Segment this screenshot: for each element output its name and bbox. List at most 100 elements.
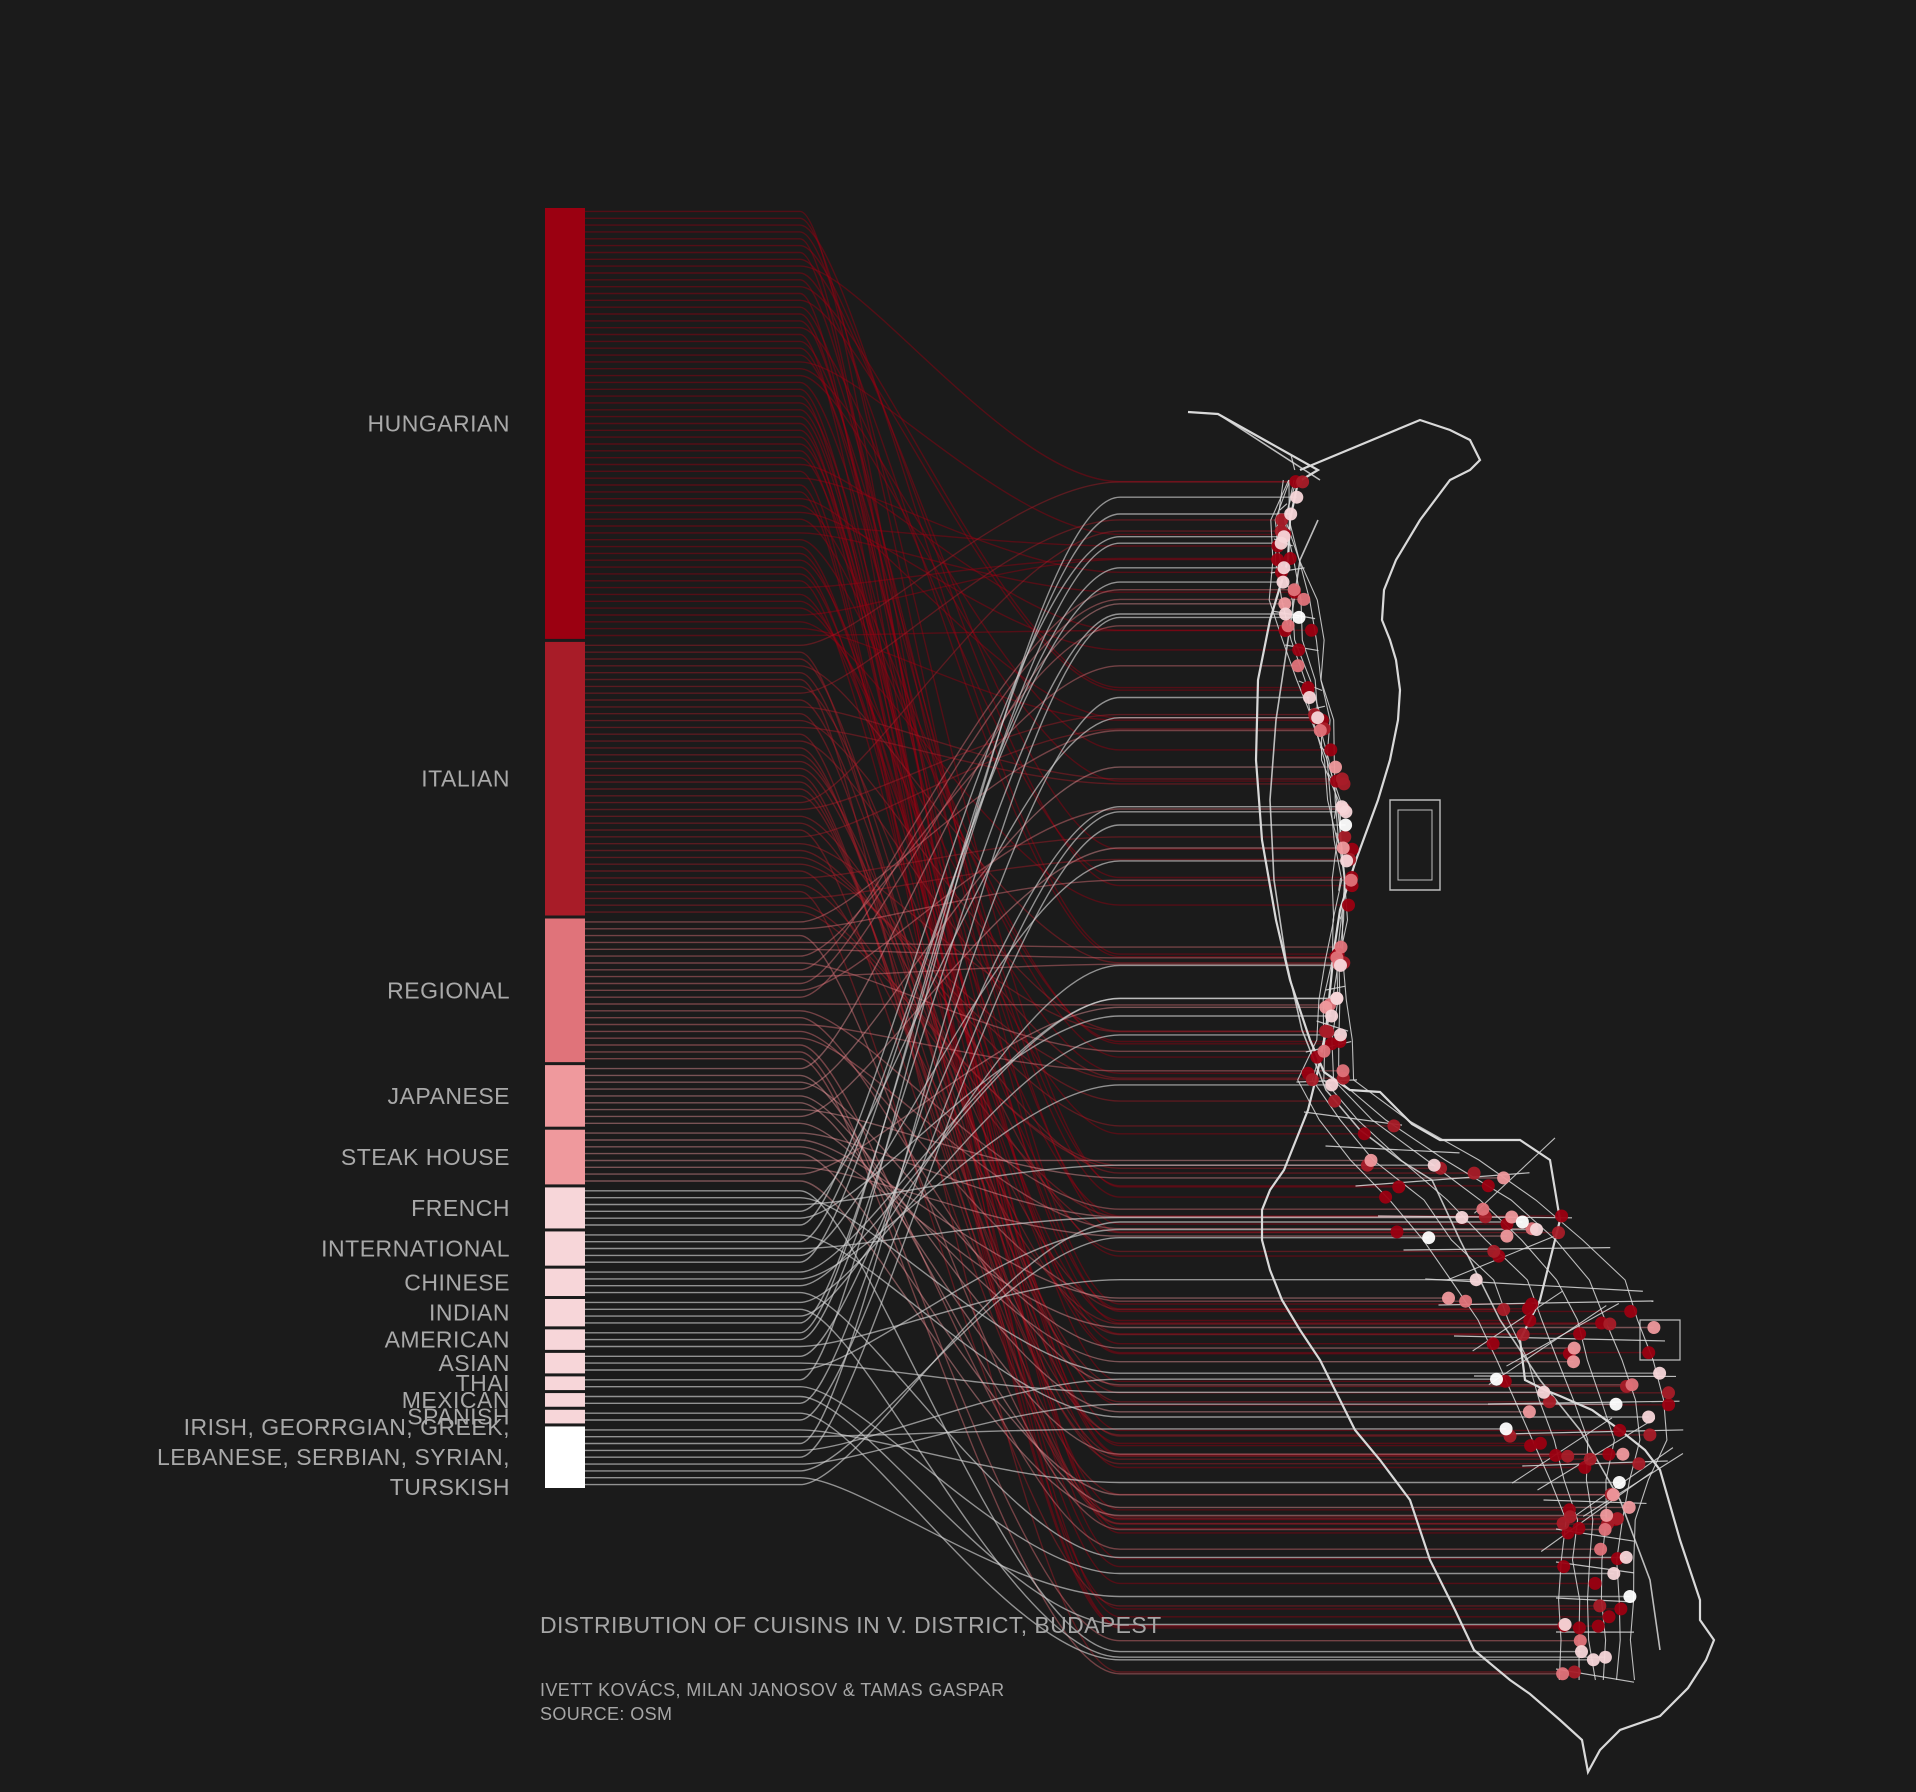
restaurant-dot	[1556, 1667, 1570, 1681]
category-label-4: STEAK HOUSE	[341, 1144, 510, 1170]
flow-line-126	[585, 1081, 1575, 1349]
flow-line-120	[585, 1037, 1532, 1230]
restaurant-dot	[1600, 1508, 1614, 1522]
bar-7	[545, 1268, 585, 1297]
restaurant-dot	[1567, 1355, 1580, 1369]
restaurant-dot	[1642, 1346, 1656, 1360]
flow-line-82	[585, 774, 1571, 1518]
restaurant-dot	[1662, 1398, 1676, 1412]
flow-line-9	[585, 272, 1336, 958]
restaurant-dot	[1499, 1422, 1513, 1436]
restaurant-dot	[1642, 1410, 1656, 1424]
category-label-3: JAPANESE	[388, 1083, 510, 1109]
flow-line-167	[585, 1386, 1614, 1575]
restaurant-dot	[1602, 1610, 1616, 1624]
restaurant-dot	[1588, 1576, 1602, 1590]
chart-credit: IVETT KOVÁCS, MILAN JANOSOV & TAMAS GASP…	[540, 1680, 1005, 1700]
flow-line-77	[585, 740, 1344, 1079]
restaurant-dot	[1497, 1171, 1511, 1185]
street-26	[1425, 1278, 1643, 1292]
restaurant-dot	[1623, 1590, 1637, 1603]
district-map	[1187, 410, 1716, 1776]
restaurant-dot	[1549, 1448, 1563, 1462]
flow-line-109	[585, 962, 1324, 1052]
restaurant-dot	[1567, 1341, 1581, 1355]
restaurant-dot	[1276, 575, 1290, 589]
restaurant-dot	[1591, 1619, 1605, 1633]
flow-line-22	[585, 361, 1285, 536]
flow-line-58	[585, 607, 1309, 1074]
category-label-14-2: TURSKISH	[390, 1474, 510, 1500]
flow-line-163	[585, 806, 1342, 1357]
restaurant-dot	[1357, 1127, 1371, 1141]
flow-line-68	[585, 678, 1575, 1673]
flow-line-156	[585, 1034, 1341, 1304]
restaurant-dot	[1486, 1337, 1500, 1351]
restaurant-dot	[1619, 1550, 1633, 1564]
restaurant-dot	[1563, 1510, 1577, 1524]
category-label-12: MEXICAN	[402, 1387, 510, 1413]
chart-title: DISTRIBUTION OF CUISINS IN V. DISTRICT, …	[540, 1612, 1162, 1638]
restaurant-dot	[1500, 1229, 1514, 1243]
flow-line-80	[585, 760, 1504, 1311]
flow-line-44	[585, 511, 1299, 651]
flow-line-66	[585, 665, 1344, 964]
flow-line-73	[585, 713, 1568, 1457]
flow-line-106	[585, 941, 1341, 948]
restaurant-dot	[1523, 1314, 1537, 1327]
restaurant-dot	[1390, 1225, 1404, 1239]
street-58	[1187, 411, 1321, 481]
flow-line-55	[585, 557, 1291, 589]
flow-line-69	[585, 685, 1494, 1253]
restaurant-dot	[1543, 1395, 1556, 1409]
street-54	[1506, 1303, 1620, 1367]
category-label-13: SPANISH	[407, 1404, 510, 1430]
flow-line-11	[585, 286, 1309, 689]
restaurant-dot	[1284, 507, 1298, 521]
flow-line-175	[585, 1378, 1497, 1452]
restaurant-dot	[1598, 1523, 1612, 1536]
restaurant-dot	[1606, 1488, 1620, 1502]
category-label-14-0: IRISH, GEORRGIAN, GREEK,	[184, 1414, 510, 1440]
flow-line-84	[585, 788, 1591, 1460]
flow-line-49	[585, 545, 1570, 1355]
restaurant-dot	[1607, 1567, 1621, 1580]
restaurant-dot	[1342, 898, 1355, 912]
flow-line-29	[585, 409, 1620, 1432]
category-label-0: HUNGARIAN	[367, 410, 510, 436]
flow-line-102	[585, 911, 1368, 1166]
flow-line-28	[585, 402, 1529, 1310]
flow-line-27	[585, 395, 1564, 1568]
restaurant-dot	[1613, 1423, 1627, 1437]
restaurant-dot	[1281, 619, 1295, 633]
restaurant-dot	[1339, 818, 1353, 832]
restaurant-dot	[1427, 1158, 1441, 1172]
restaurant-dot	[1292, 610, 1306, 624]
flow-line-97	[585, 836, 1345, 879]
street-17	[1325, 985, 1346, 991]
restaurant-dot	[1344, 873, 1358, 887]
restaurant-dot	[1392, 1180, 1406, 1194]
flow-line-95	[585, 863, 1313, 1081]
restaurant-dot	[1653, 1366, 1667, 1380]
street-51	[1537, 1418, 1656, 1491]
flow-line-62	[585, 629, 1286, 637]
flow-line-134	[585, 1139, 1449, 1299]
flow-line-39	[585, 477, 1282, 573]
flow-line-136	[585, 1152, 1614, 1496]
restaurant-dot	[1643, 1428, 1657, 1442]
flow-line-160	[585, 513, 1291, 1334]
restaurant-dot	[1624, 1304, 1638, 1318]
restaurant-dot	[1481, 1179, 1495, 1193]
flow-line-129	[585, 1102, 1623, 1455]
restaurant-dot	[1338, 830, 1352, 844]
flow-line-51	[585, 559, 1562, 1217]
street-24	[1377, 1215, 1573, 1219]
restaurant-dot	[1336, 1064, 1350, 1078]
restaurant-dot	[1647, 1321, 1661, 1334]
category-label-6: INTERNATIONAL	[321, 1236, 510, 1262]
flow-line-89	[585, 822, 1559, 1234]
flow-line-123	[585, 1058, 1563, 1675]
flow-line-162	[585, 1279, 1477, 1348]
restaurant-dot	[1505, 1210, 1519, 1224]
